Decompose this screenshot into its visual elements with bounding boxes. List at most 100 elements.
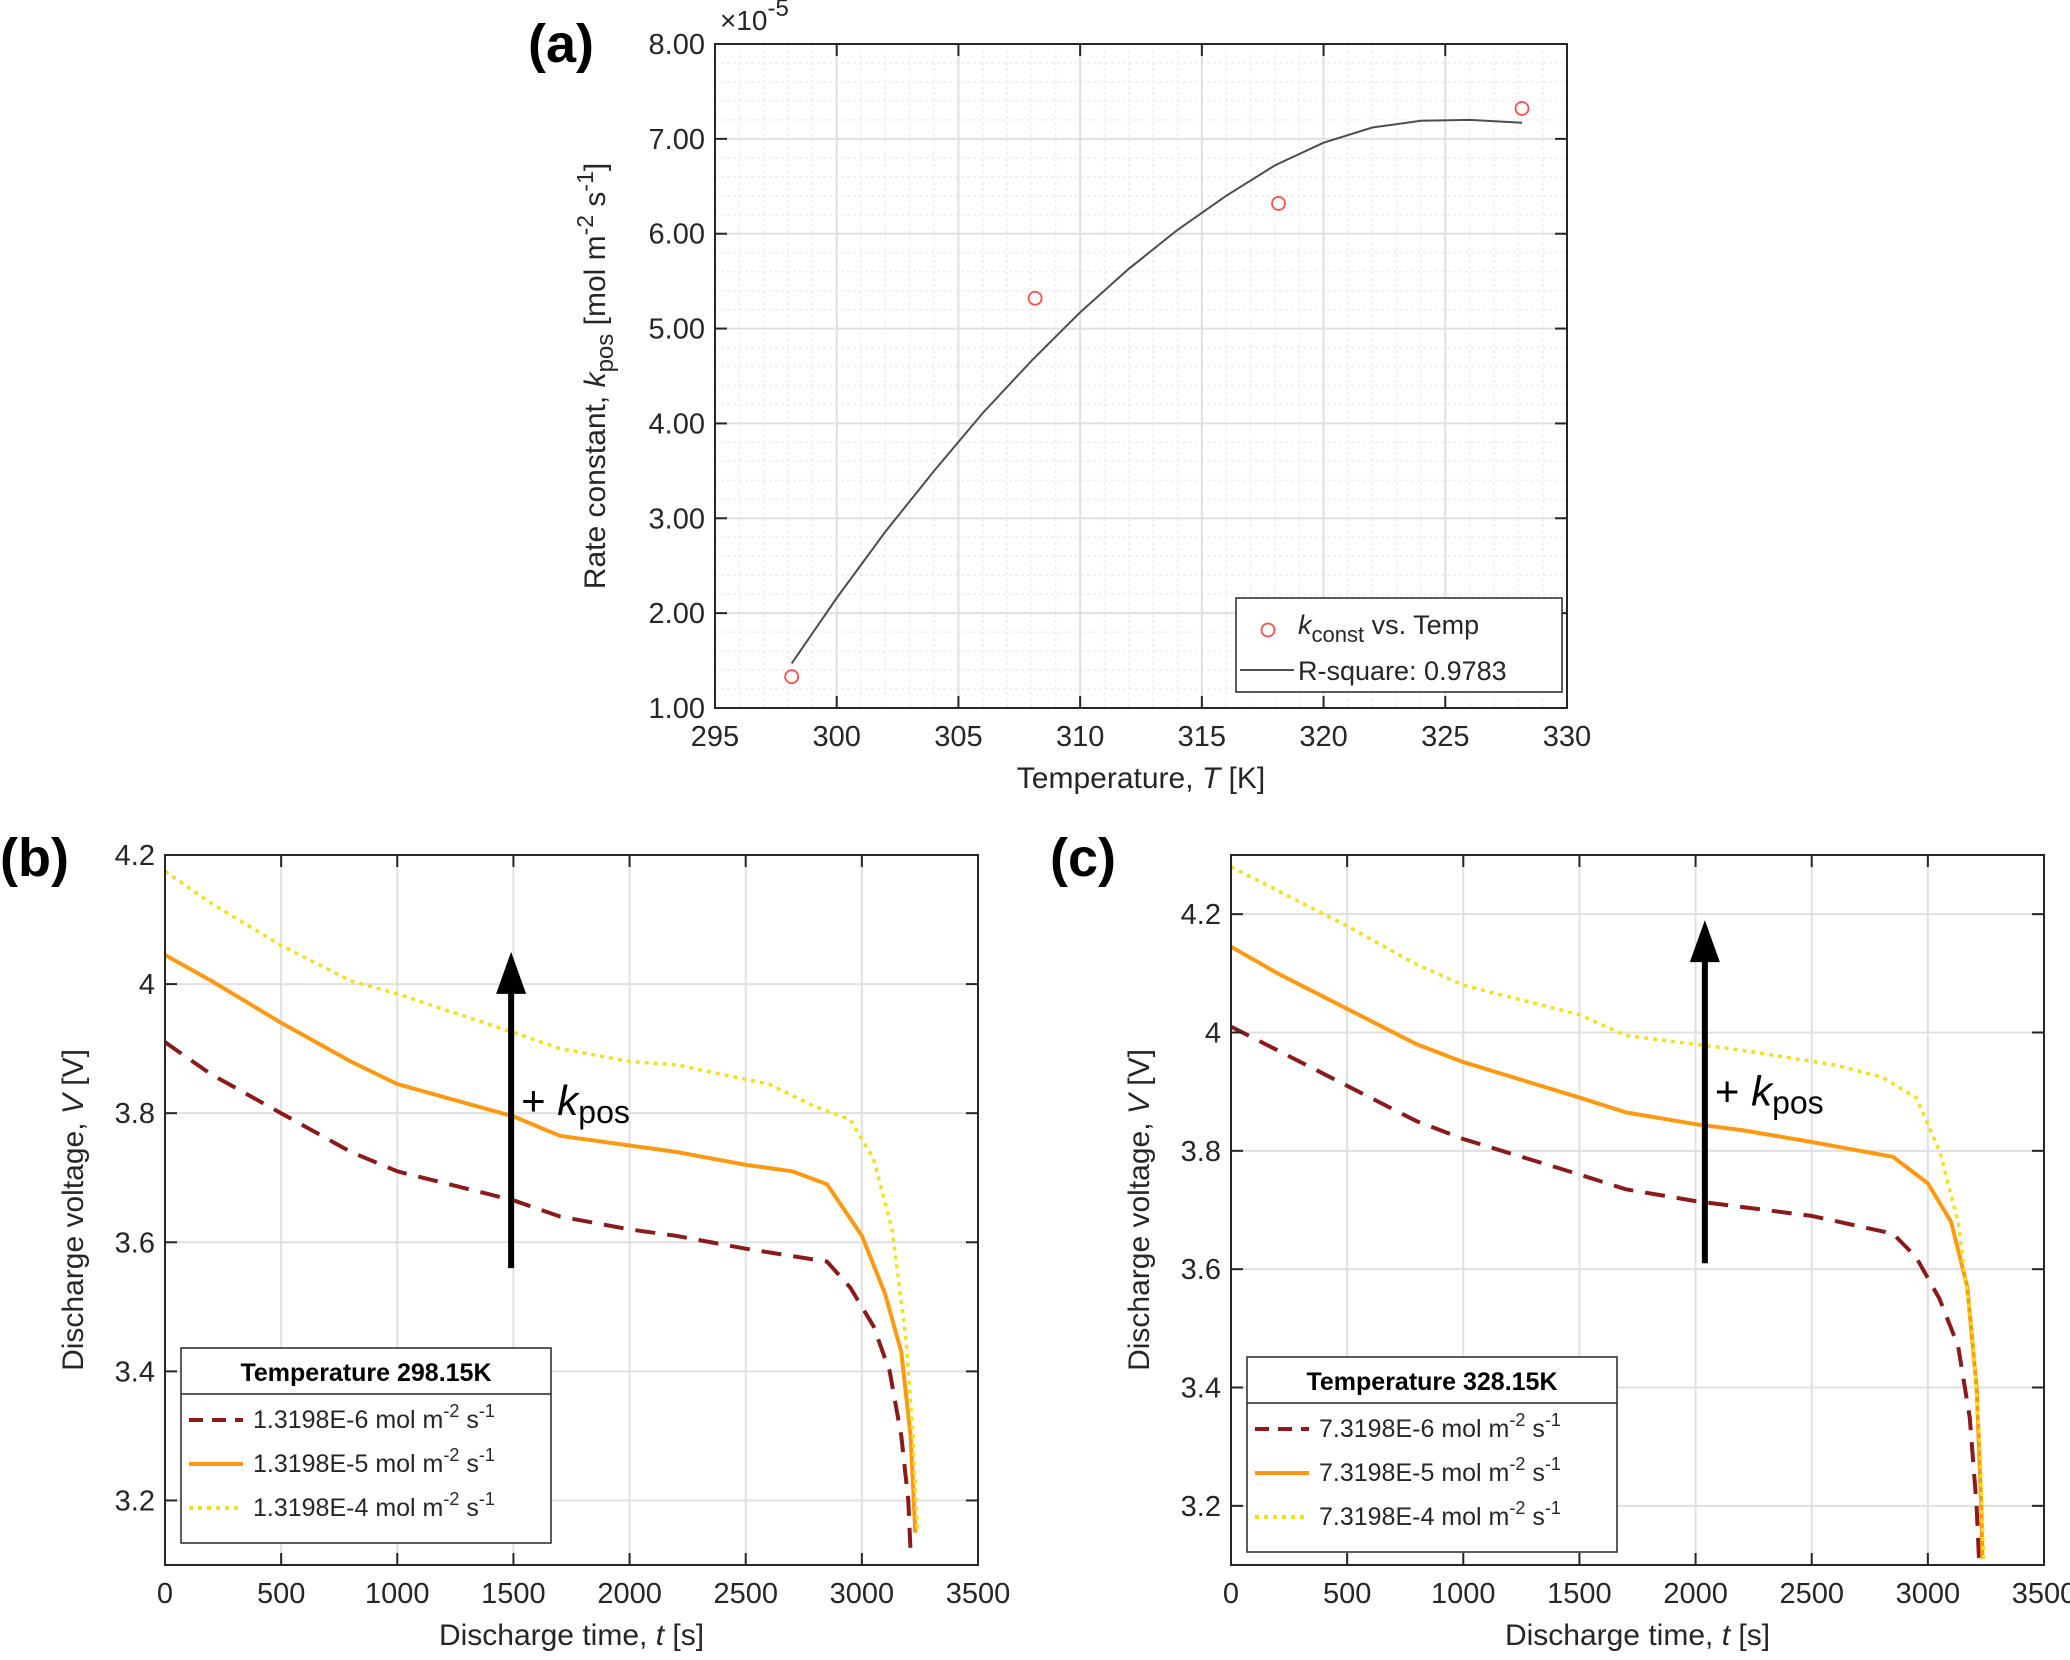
legend-entry-text: s <box>459 1494 478 1522</box>
y-axis-label: Discharge voltage, V [V] <box>1123 1049 1156 1371</box>
x-tick-label: 320 <box>1299 721 1347 753</box>
axes-frame <box>164 854 979 1566</box>
axes-frame <box>1230 854 2045 1566</box>
legend-box <box>1246 1356 1618 1553</box>
legend-title: Temperature 328.15K <box>1306 1368 1557 1396</box>
legend-entry-text: 7.3198E-5 mol m <box>1319 1459 1509 1487</box>
y-tick-label: 3.6 <box>115 1227 155 1259</box>
legend-entry-label: kconst vs. Temp <box>1298 610 1479 647</box>
y-tick-label: 4.2 <box>1181 899 1221 931</box>
legend-box <box>180 1347 552 1544</box>
legend-entry-text: vs. Temp <box>1364 610 1479 640</box>
y-tick-label: 7.00 <box>649 124 705 156</box>
x-tick-label: 0 <box>157 1578 173 1610</box>
legend-entry-label: 1.3198E-5 mol m-2 s-1 <box>253 1445 495 1478</box>
x-tick-label: 305 <box>934 721 982 753</box>
x-tick-label: 325 <box>1421 721 1469 753</box>
legend-entry-text: s <box>459 1406 478 1434</box>
y-tick-label: 3.8 <box>115 1098 155 1130</box>
y-axis-exponent: ×10-5 <box>720 0 789 36</box>
x-tick-label: 2500 <box>1779 1578 1844 1610</box>
y-axis-label-unit: [V] <box>57 1049 90 1094</box>
legend-marker-icon <box>1260 622 1276 638</box>
legend-entry-superscript: -1 <box>479 1445 495 1465</box>
series-line-dashed <box>165 1040 913 1553</box>
y-axis-label-variable: V <box>57 1091 90 1114</box>
legend-entry-text: s <box>1525 1503 1544 1531</box>
y-axis-exponent-base: ×10 <box>720 5 768 36</box>
y-tick-label: 4 <box>1205 1018 1221 1050</box>
arrow-label: + kpos <box>1715 1068 1824 1121</box>
x-axis-label-unit: [K] <box>1220 762 1265 795</box>
x-tick-label: 1000 <box>1431 1578 1496 1610</box>
y-axis-label-unit: [mol m <box>579 235 612 333</box>
legend-entry-subscript: const <box>1312 622 1365 647</box>
x-axis-label-variable: t <box>656 1619 666 1652</box>
legend-box <box>1235 597 1563 693</box>
x-axis-label-text: Discharge time, <box>1505 1619 1722 1652</box>
y-axis-label-text: Discharge voltage, <box>1123 1114 1156 1371</box>
legend-entry-variable: k <box>1298 610 1313 640</box>
increase-arrow-head-icon <box>496 951 527 994</box>
x-tick-label: 330 <box>1543 721 1591 753</box>
y-axis-label: Discharge voltage, V [V] <box>57 1049 90 1371</box>
arrow-label-variable: k <box>1751 1068 1774 1115</box>
y-tick-label: 4.2 <box>115 840 155 872</box>
data-point <box>1514 101 1530 116</box>
x-tick-label: 1500 <box>481 1578 546 1610</box>
y-axis-label-unit: [V] <box>1123 1049 1156 1094</box>
series-line-solid <box>165 953 918 1533</box>
y-axis-label-superscript: -1 <box>572 171 598 191</box>
x-axis-label-unit: [s] <box>664 1619 704 1652</box>
series-line-dashed <box>1231 1024 1981 1560</box>
y-tick-label: 6.00 <box>649 219 705 251</box>
x-tick-label: 3000 <box>1896 1578 1961 1610</box>
y-axis-label-unit: s <box>579 192 612 215</box>
legend-entry-superscript: -2 <box>443 1445 459 1465</box>
data-point <box>1271 195 1286 211</box>
legend-entry-text: 1.3198E-4 mol m <box>253 1494 443 1522</box>
panel-label-a: (a) <box>528 14 594 74</box>
legend-entry-superscript: -1 <box>1545 1454 1561 1474</box>
legend-entry-superscript: -2 <box>1509 1454 1525 1474</box>
chart-panel-c: + kpos 0 500 1000 1500 2000 2500 3000 3500 3.2 3.4… <box>1123 854 2070 1652</box>
legend: kconst vs. Temp R-square: 0.9783 <box>1235 597 1563 693</box>
y-axis-label-superscript: -2 <box>572 215 598 235</box>
legend-entry-text: s <box>1525 1459 1544 1487</box>
axes-frame <box>714 43 1568 709</box>
y-tick-label: 8.00 <box>649 29 705 61</box>
series-line-dotted <box>1231 865 1986 1560</box>
panel-label-c: (c) <box>1050 828 1116 888</box>
y-axis-label-subscript: pos <box>592 334 619 373</box>
arrow-label-plus: + <box>1715 1068 1751 1115</box>
x-tick-label: 3500 <box>2012 1578 2070 1610</box>
x-axis-label: Temperature, T [K] <box>1017 762 1265 795</box>
legend-entry-text: s <box>459 1450 478 1478</box>
y-axis-label-text: Discharge voltage, <box>57 1114 90 1371</box>
y-tick-label: 3.8 <box>1181 1136 1221 1168</box>
chart-panel-b: + kpos 0 500 1000 1500 2000 2500 3000 3500 3.2 3.4… <box>57 840 1010 1652</box>
legend-entry-superscript: -2 <box>443 1401 459 1421</box>
legend-entry-superscript: -1 <box>479 1489 495 1509</box>
series-group <box>1231 865 1986 1560</box>
legend-entry-label: 7.3198E-6 mol m-2 s-1 <box>1319 1410 1561 1443</box>
legend-entry-label: 1.3198E-6 mol m-2 s-1 <box>253 1401 495 1434</box>
y-tick-label: 3.6 <box>1181 1254 1221 1286</box>
y-tick-label: 3.2 <box>1181 1491 1221 1523</box>
legend-entry-superscript: -1 <box>1545 1410 1561 1430</box>
y-tick-label: 4 <box>139 969 155 1001</box>
legend: Temperature 328.15K 7.3198E-6 mol m-2 s-1… <box>1246 1356 1618 1553</box>
y-tick-label: 3.2 <box>115 1485 155 1517</box>
y-axis-exponent-power: -5 <box>768 0 789 22</box>
y-tick-label: 4.00 <box>649 408 705 440</box>
x-tick-label: 2000 <box>597 1578 662 1610</box>
x-axis-label-text: Temperature, <box>1017 762 1202 795</box>
x-axis-label-variable: T <box>1202 762 1223 795</box>
y-tick-label: 3.4 <box>1181 1373 1221 1405</box>
y-axis-label-text: Rate constant, <box>579 387 612 589</box>
series-group <box>165 869 920 1553</box>
legend-entry-label: 7.3198E-5 mol m-2 s-1 <box>1319 1454 1561 1487</box>
y-tick-label: 3.4 <box>115 1356 155 1388</box>
legend-entry-label: R-square: 0.9783 <box>1298 656 1507 686</box>
